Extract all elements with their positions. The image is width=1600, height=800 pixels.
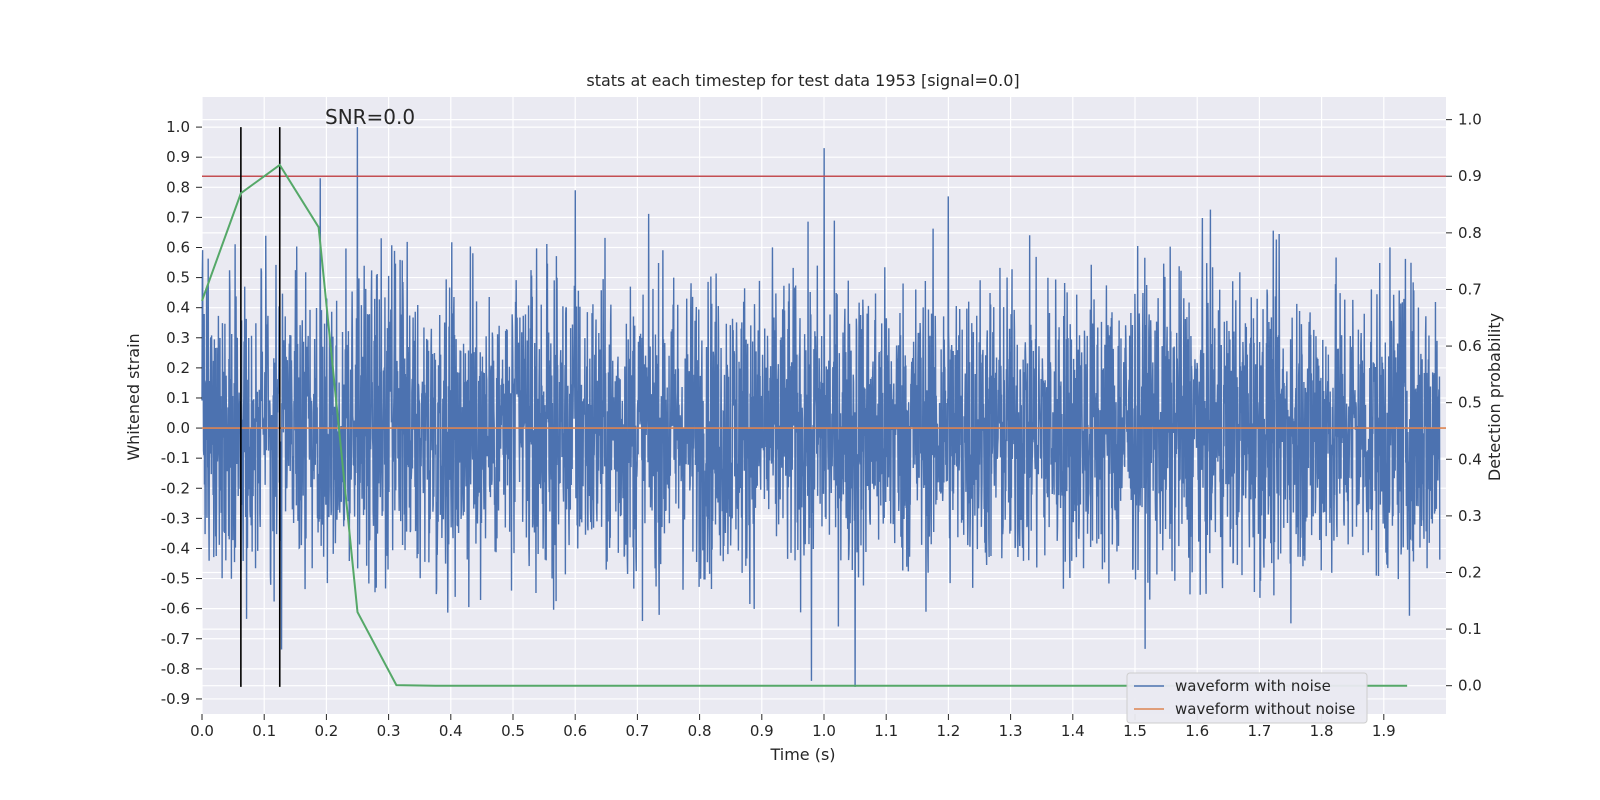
y-right-tick-label: 1.0 bbox=[1458, 111, 1482, 129]
x-tick-label: 0.4 bbox=[439, 722, 463, 740]
x-tick-label: 1.1 bbox=[874, 722, 898, 740]
x-axis: 0.0 0.1 0.2 0.3 0.4 0.5 0.6 0.7 0.8 0.9 1.0 1.1 1.2 1… bbox=[190, 714, 1396, 740]
series-lines bbox=[201, 127, 1446, 687]
x-tick-label: 1.2 bbox=[936, 722, 960, 740]
y-left-tick-label: -0.8 bbox=[161, 660, 190, 678]
y-right-tick-label: 0.6 bbox=[1458, 337, 1482, 355]
y-right-tick-label: 0.7 bbox=[1458, 280, 1482, 298]
y-left-tick-label: 0.8 bbox=[166, 178, 190, 196]
x-tick-label: 0.9 bbox=[750, 722, 774, 740]
legend-label-waveform-with-noise: waveform with noise bbox=[1175, 677, 1331, 695]
y-left-tick-label: 0.7 bbox=[166, 208, 190, 226]
y-axis-right: 1.0 0.9 0.8 0.7 0.6 0.5 0.4 0.3 0.2 0.1 0.0 bbox=[1446, 111, 1482, 695]
y-left-tick-label: 0.9 bbox=[166, 148, 190, 166]
y-left-tick-label: 0.3 bbox=[166, 329, 190, 347]
y-left-tick-label: -0.1 bbox=[161, 449, 190, 467]
y-right-tick-label: 0.4 bbox=[1458, 450, 1482, 468]
y-axis-left-label: Whitened strain bbox=[124, 333, 143, 460]
y-left-tick-label: 0.0 bbox=[166, 419, 190, 437]
y-left-tick-label: -0.3 bbox=[161, 509, 190, 527]
y-right-tick-label: 0.5 bbox=[1458, 394, 1482, 412]
y-axis-left: 1.0 0.9 0.8 0.7 0.6 0.5 0.4 0.3 0.2 0.1 0.0 -0.1 -0.… bbox=[161, 118, 202, 708]
x-tick-label: 1.9 bbox=[1372, 722, 1396, 740]
y-axis-right-label: Detection probability bbox=[1485, 313, 1504, 481]
y-left-tick-label: 0.1 bbox=[166, 389, 190, 407]
x-tick-label: 1.3 bbox=[999, 722, 1023, 740]
x-tick-label: 0.7 bbox=[625, 722, 649, 740]
legend: waveform with noise waveform without noi… bbox=[1126, 672, 1368, 724]
y-right-tick-label: 0.1 bbox=[1458, 620, 1482, 638]
x-tick-label: 0.1 bbox=[252, 722, 276, 740]
y-right-tick-label: 0.3 bbox=[1458, 507, 1482, 525]
x-tick-label: 0.8 bbox=[688, 722, 712, 740]
y-left-tick-label: 0.4 bbox=[166, 299, 190, 317]
y-left-tick-label: -0.6 bbox=[161, 600, 190, 618]
x-tick-label: 1.6 bbox=[1185, 722, 1209, 740]
y-left-tick-label: 0.6 bbox=[166, 238, 190, 256]
x-tick-label: 0.0 bbox=[190, 722, 214, 740]
y-left-tick-label: 1.0 bbox=[166, 118, 190, 136]
x-tick-label: 0.2 bbox=[314, 722, 338, 740]
y-left-tick-label: 0.5 bbox=[166, 269, 190, 287]
legend-label-waveform-without-noise: waveform without noise bbox=[1175, 700, 1355, 718]
y-right-tick-label: 0.9 bbox=[1458, 167, 1482, 185]
y-left-tick-label: -0.2 bbox=[161, 479, 190, 497]
x-axis-label: Time (s) bbox=[769, 745, 835, 764]
x-tick-label: 0.6 bbox=[563, 722, 587, 740]
y-left-tick-label: -0.4 bbox=[161, 539, 190, 557]
snr-annotation: SNR=0.0 bbox=[325, 105, 415, 129]
y-left-tick-label: -0.7 bbox=[161, 630, 190, 648]
y-right-tick-label: 0.0 bbox=[1458, 677, 1482, 695]
y-right-tick-label: 0.8 bbox=[1458, 224, 1482, 242]
x-tick-label: 1.8 bbox=[1310, 722, 1334, 740]
x-tick-label: 0.5 bbox=[501, 722, 525, 740]
series-line-waveform-with-noise bbox=[201, 127, 1441, 687]
x-tick-label: 1.4 bbox=[1061, 722, 1085, 740]
y-left-tick-label: -0.9 bbox=[161, 690, 190, 708]
y-right-tick-label: 0.2 bbox=[1458, 563, 1482, 581]
series-waveform-with-noise bbox=[201, 127, 1441, 687]
x-tick-label: 1.0 bbox=[812, 722, 836, 740]
y-left-tick-label: 0.2 bbox=[166, 359, 190, 377]
x-tick-label: 1.5 bbox=[1123, 722, 1147, 740]
chart-title: stats at each timestep for test data 195… bbox=[586, 71, 1019, 90]
y-left-tick-label: -0.5 bbox=[161, 570, 190, 588]
legend-box bbox=[1126, 672, 1368, 724]
x-tick-label: 0.3 bbox=[377, 722, 401, 740]
x-tick-label: 1.7 bbox=[1247, 722, 1271, 740]
series-line-detection-probability bbox=[201, 163, 1408, 687]
